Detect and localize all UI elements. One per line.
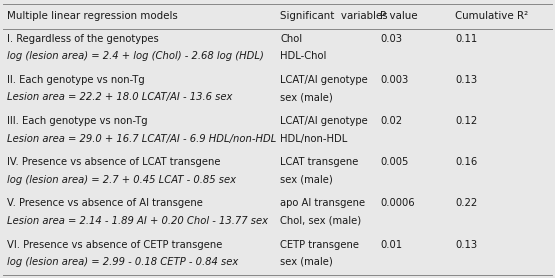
Text: log (lesion area) = 2.7 + 0.45 LCAT - 0.85 sex: log (lesion area) = 2.7 + 0.45 LCAT - 0.… xyxy=(7,175,236,185)
Text: LCAT transgene: LCAT transgene xyxy=(280,157,359,167)
Text: III. Each genotype vs non-Tg: III. Each genotype vs non-Tg xyxy=(7,116,147,126)
Text: IV. Presence vs absence of LCAT transgene: IV. Presence vs absence of LCAT transgen… xyxy=(7,157,220,167)
Text: Chol, sex (male): Chol, sex (male) xyxy=(280,216,361,226)
Text: 0.12: 0.12 xyxy=(455,116,477,126)
Text: HDL-Chol: HDL-Chol xyxy=(280,51,327,61)
Text: sex (male): sex (male) xyxy=(280,175,333,185)
Text: 0.01: 0.01 xyxy=(380,240,402,250)
Text: Lesion area = 29.0 + 16.7 LCAT/AI - 6.9 HDL/non-HDL: Lesion area = 29.0 + 16.7 LCAT/AI - 6.9 … xyxy=(7,133,276,143)
Text: sex (male): sex (male) xyxy=(280,93,333,103)
Text: VI. Presence vs absence of CETP transgene: VI. Presence vs absence of CETP transgen… xyxy=(7,240,222,250)
Text: 0.13: 0.13 xyxy=(455,75,477,85)
Text: LCAT/AI genotype: LCAT/AI genotype xyxy=(280,116,368,126)
Text: 0.005: 0.005 xyxy=(380,157,408,167)
Text: Significant  variables: Significant variables xyxy=(280,11,388,21)
Text: Cumulative R²: Cumulative R² xyxy=(455,11,528,21)
Text: CETP transgene: CETP transgene xyxy=(280,240,359,250)
Text: V. Presence vs absence of AI transgene: V. Presence vs absence of AI transgene xyxy=(7,198,203,208)
Text: apo AI transgene: apo AI transgene xyxy=(280,198,365,208)
Text: 0.13: 0.13 xyxy=(455,240,477,250)
Text: 0.003: 0.003 xyxy=(380,75,408,85)
Text: 0.0006: 0.0006 xyxy=(380,198,415,208)
Text: Lesion area = 22.2 + 18.0 LCAT/AI - 13.6 sex: Lesion area = 22.2 + 18.0 LCAT/AI - 13.6… xyxy=(7,93,232,103)
Text: P value: P value xyxy=(380,11,418,21)
Text: sex (male): sex (male) xyxy=(280,257,333,267)
Text: 0.03: 0.03 xyxy=(380,34,402,44)
Text: 0.22: 0.22 xyxy=(455,198,477,208)
Text: Multiple linear regression models: Multiple linear regression models xyxy=(7,11,178,21)
Text: II. Each genotype vs non-Tg: II. Each genotype vs non-Tg xyxy=(7,75,144,85)
Text: 0.11: 0.11 xyxy=(455,34,477,44)
Text: 0.02: 0.02 xyxy=(380,116,402,126)
Text: LCAT/AI genotype: LCAT/AI genotype xyxy=(280,75,368,85)
Text: I. Regardless of the genotypes: I. Regardless of the genotypes xyxy=(7,34,158,44)
Text: HDL/non-HDL: HDL/non-HDL xyxy=(280,133,347,143)
Text: 0.16: 0.16 xyxy=(455,157,477,167)
Text: Chol: Chol xyxy=(280,34,302,44)
Text: log (lesion area) = 2.99 - 0.18 CETP - 0.84 sex: log (lesion area) = 2.99 - 0.18 CETP - 0… xyxy=(7,257,238,267)
Text: log (lesion area) = 2.4 + log (Chol) - 2.68 log (HDL): log (lesion area) = 2.4 + log (Chol) - 2… xyxy=(7,51,264,61)
Text: Lesion area = 2.14 - 1.89 AI + 0.20 Chol - 13.77 sex: Lesion area = 2.14 - 1.89 AI + 0.20 Chol… xyxy=(7,216,268,226)
